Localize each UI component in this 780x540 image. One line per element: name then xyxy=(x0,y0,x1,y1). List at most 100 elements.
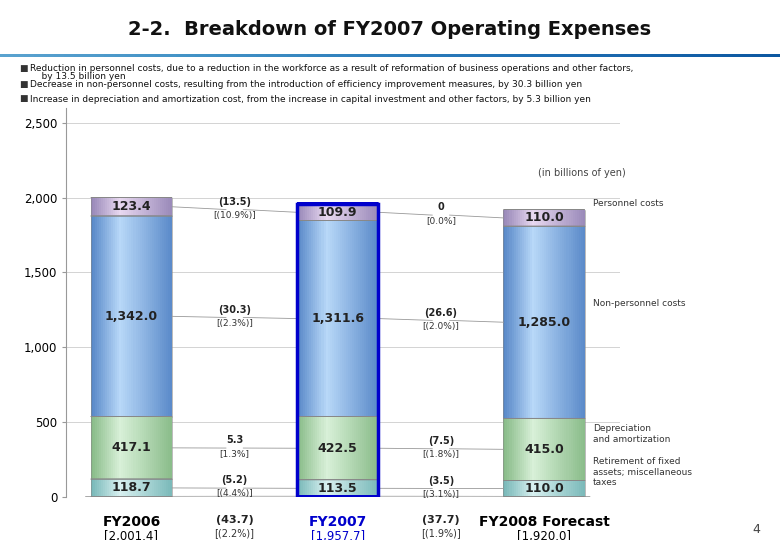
Bar xyxy=(335,204,338,220)
Bar xyxy=(528,226,530,418)
Bar xyxy=(140,417,142,479)
Bar xyxy=(356,480,358,497)
Bar xyxy=(330,220,332,417)
Bar xyxy=(132,479,133,497)
Bar xyxy=(508,210,509,226)
Bar xyxy=(540,481,542,497)
Bar xyxy=(566,210,569,226)
Bar xyxy=(305,220,307,417)
Bar xyxy=(555,210,556,226)
Bar xyxy=(346,204,348,220)
Bar xyxy=(532,481,534,497)
Bar xyxy=(556,418,558,481)
Bar xyxy=(315,480,317,497)
Bar xyxy=(158,479,160,497)
Bar xyxy=(360,204,362,220)
Bar xyxy=(314,417,315,480)
Bar xyxy=(360,417,362,480)
Text: 415.0: 415.0 xyxy=(524,443,564,456)
Text: 417.1: 417.1 xyxy=(112,441,151,454)
Bar xyxy=(147,417,150,479)
Bar xyxy=(565,481,566,497)
Bar xyxy=(330,480,332,497)
Bar xyxy=(340,417,342,480)
Bar xyxy=(133,479,136,497)
Bar xyxy=(367,204,368,220)
Bar xyxy=(109,198,111,216)
Bar xyxy=(117,198,119,216)
Bar xyxy=(583,226,585,418)
Bar xyxy=(136,198,137,216)
Bar xyxy=(579,226,581,418)
Bar xyxy=(127,479,129,497)
Bar xyxy=(144,198,146,216)
Bar xyxy=(133,216,136,417)
Bar xyxy=(152,417,154,479)
Bar xyxy=(566,418,569,481)
Bar xyxy=(570,226,573,418)
Bar xyxy=(340,204,342,220)
Bar xyxy=(576,418,579,481)
Bar xyxy=(90,216,93,417)
Bar xyxy=(93,216,95,417)
Bar xyxy=(137,216,140,417)
Bar xyxy=(121,479,123,497)
Bar xyxy=(581,210,583,226)
Bar xyxy=(377,417,378,480)
Text: Decrease in non-personnel costs, resulting from the introduction of efficiency i: Decrease in non-personnel costs, resulti… xyxy=(30,80,582,89)
Bar xyxy=(503,418,505,481)
Bar xyxy=(348,417,350,480)
Bar xyxy=(142,198,144,216)
Bar xyxy=(532,226,534,418)
Bar xyxy=(516,226,518,418)
Text: 110.0: 110.0 xyxy=(524,212,564,225)
Bar xyxy=(508,226,509,418)
Bar xyxy=(309,417,311,480)
Bar xyxy=(530,481,532,497)
Bar xyxy=(550,226,552,418)
Bar xyxy=(350,204,352,220)
Bar xyxy=(523,210,526,226)
Bar xyxy=(152,216,154,417)
Bar xyxy=(562,418,565,481)
Bar xyxy=(299,204,301,220)
Text: [1.3%]: [1.3%] xyxy=(220,449,250,458)
Bar xyxy=(575,210,576,226)
Bar xyxy=(150,216,152,417)
Bar xyxy=(119,417,121,479)
Bar xyxy=(160,417,162,479)
Bar xyxy=(123,216,126,417)
Text: 113.5: 113.5 xyxy=(318,482,357,495)
Bar xyxy=(150,198,152,216)
Text: [(3.1%)]: [(3.1%)] xyxy=(423,490,459,498)
Bar xyxy=(330,204,332,220)
Bar xyxy=(305,480,307,497)
Bar xyxy=(107,216,109,417)
Text: [(1.8%)]: [(1.8%)] xyxy=(423,450,459,459)
Bar xyxy=(152,479,154,497)
Bar xyxy=(358,204,360,220)
Bar xyxy=(332,204,334,220)
Bar xyxy=(558,210,560,226)
Bar xyxy=(113,417,115,479)
Bar xyxy=(569,418,570,481)
Text: (30.3): (30.3) xyxy=(218,305,251,315)
Bar xyxy=(509,226,512,418)
Bar xyxy=(99,479,101,497)
Bar xyxy=(107,417,109,479)
Bar xyxy=(129,198,132,216)
Text: Reduction in personnel costs, due to a reduction in the workforce as a result of: Reduction in personnel costs, due to a r… xyxy=(30,64,633,73)
Text: (43.7): (43.7) xyxy=(216,515,254,525)
Text: ■: ■ xyxy=(20,80,28,89)
Bar xyxy=(136,216,137,417)
Bar xyxy=(548,481,550,497)
Bar xyxy=(362,480,364,497)
Bar xyxy=(546,418,548,481)
Bar xyxy=(132,417,133,479)
Bar xyxy=(126,417,127,479)
Bar xyxy=(530,210,532,226)
Bar xyxy=(367,480,368,497)
Bar xyxy=(95,417,97,479)
Bar xyxy=(544,210,546,226)
Bar xyxy=(370,204,372,220)
